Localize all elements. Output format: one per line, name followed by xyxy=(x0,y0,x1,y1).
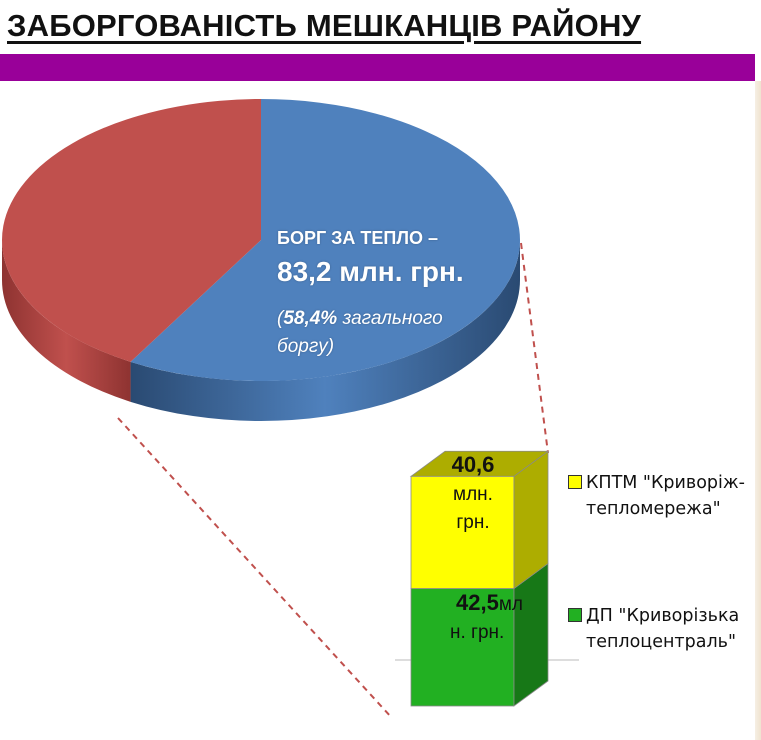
bar-value-kptm: 40,6 xyxy=(451,452,495,477)
bar-top-face xyxy=(409,450,550,477)
legend-item-kptm: КПТМ "Криворіж- тепломережа" xyxy=(568,470,745,522)
pie-side-wall-1 xyxy=(2,240,131,402)
legend-swatch-kptm xyxy=(568,475,582,489)
pie-label-share: (58,4% загального боргу) xyxy=(277,308,443,357)
pie-slice-1 xyxy=(2,99,261,362)
pie-label-heading: БОРГ ЗА ТЕПЛО – xyxy=(277,228,439,248)
bar-label-dp: 42,5мл н. грн. xyxy=(450,590,523,643)
connector-line-top xyxy=(520,242,549,454)
pie-slice-0 xyxy=(130,99,521,381)
pie-chart xyxy=(2,99,521,421)
bar-value-dp: 42,5 xyxy=(456,590,499,615)
legend-swatch-dp xyxy=(568,608,582,622)
page-title: ЗАБОРГОВАНІСТЬ МЕШКАНЦІВ РАЙОНУ xyxy=(7,8,642,43)
bar-segment-front-0 xyxy=(410,588,515,707)
stacked-bar-chart xyxy=(409,450,550,707)
bar-label-kptm: 40,6 млн. грн. xyxy=(451,452,495,533)
pie-label-amount: 83,2 млн. грн. xyxy=(277,256,464,287)
pie-share-value: 58,4% xyxy=(283,308,338,329)
slide-edge xyxy=(755,81,761,740)
pie-side-wall-0 xyxy=(130,240,520,421)
connector-line-bottom xyxy=(117,417,393,719)
title-accent-bar xyxy=(0,54,755,81)
legend-item-dp: ДП "Криворізька теплоцентраль" xyxy=(568,603,739,655)
